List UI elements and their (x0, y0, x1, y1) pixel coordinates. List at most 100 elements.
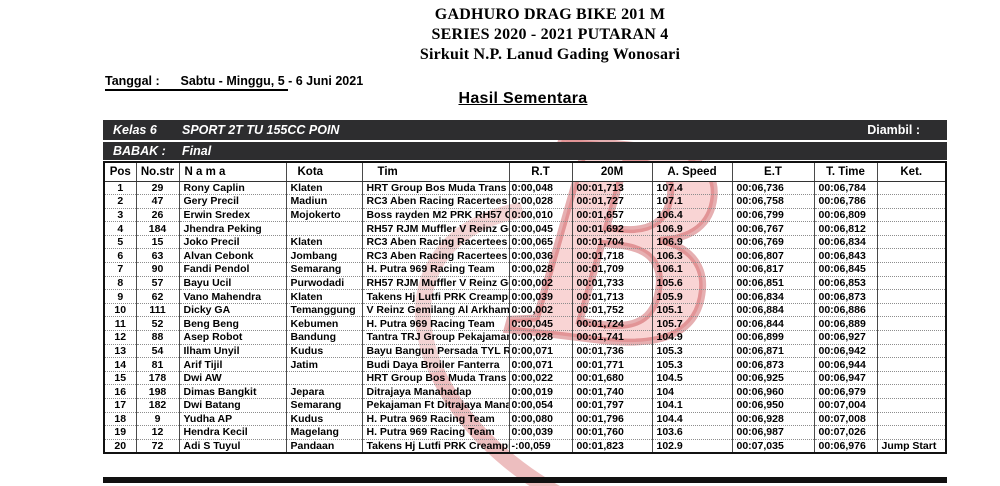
cell-nama: Dwi AW (178, 371, 287, 386)
cell-pos: 16 (103, 384, 137, 399)
cell-pos: 11 (103, 316, 137, 332)
cell-tim: RC3 Aben Racing Racertees Ipone (361, 248, 510, 264)
date-value-rest: - 6 Juni 2021 (288, 74, 364, 88)
diambil-label: Diambil : (867, 123, 920, 137)
cell-aspeed: 106.9 (651, 235, 733, 250)
column-header-tim: Tim (361, 162, 510, 182)
cell-nama: Alvan Cebonk (178, 248, 287, 264)
table-row: 14 81 Arif Tijil Jatim Budi Daya Broiler Fan… (103, 357, 947, 372)
cell-ttime: 00:06,947 (813, 371, 878, 386)
date-underlined: Tanggal : Sabtu - Minggu, 5 (105, 74, 289, 91)
cell-aspeed: 106.3 (651, 248, 733, 264)
cell-aspeed: 105.3 (651, 344, 733, 359)
cell-et: 00:06,834 (731, 289, 815, 304)
cell-ttime: 00:06,889 (813, 316, 878, 332)
cell-et: 00:06,928 (731, 412, 815, 427)
cell-rt: 0:00,036 (508, 248, 573, 264)
cell-ket (876, 262, 947, 277)
table-row: 12 88 Asep Robot Bandung Tantra TRJ Group Pe… (103, 330, 947, 345)
results-table-header: Pos No.str N a m a Kota Tim R.T 20M A. Speed E.T… (103, 162, 947, 182)
cell-ket (876, 276, 947, 291)
cell-ket (876, 181, 947, 196)
cell-m20: 00:01,692 (571, 221, 653, 236)
cell-pos: 3 (103, 208, 137, 223)
cell-tim: RH57 RJM Muffler V Reinz Gemilang (361, 221, 510, 236)
cell-pos: 13 (103, 344, 137, 359)
cell-nama: Bayu Ucil (178, 276, 287, 291)
date-gap (160, 74, 181, 88)
cell-pos: 5 (103, 235, 137, 250)
cell-tim: Pekajaman Ft Ditrajaya Manahadap (361, 398, 510, 413)
cell-pos: 12 (103, 330, 137, 345)
table-row: 11 52 Beng Beng Kebumen H. Putra 969 Racing … (103, 316, 947, 332)
column-header-m20: 20M (571, 162, 653, 182)
cell-m20: 00:01,713 (571, 181, 653, 196)
cell-ket (876, 398, 947, 413)
cell-tim: HRT Group Bos Muda Trans Papua (361, 371, 510, 386)
cell-et: 00:06,871 (731, 344, 815, 359)
cell-kota: Kudus (285, 344, 363, 359)
cell-aspeed: 105.6 (651, 276, 733, 291)
cell-tim: Tantra TRJ Group Pekajaman (361, 330, 510, 345)
cell-m20: 00:01,771 (571, 357, 653, 372)
date-line: Tanggal : Sabtu - Minggu, 5 - 6 Juni 202… (105, 74, 364, 91)
cell-et: 00:06,769 (731, 235, 815, 250)
cell-et: 00:06,767 (731, 221, 815, 236)
cell-nostr: 88 (135, 330, 180, 345)
cell-nama: Dicky GA (178, 303, 287, 318)
cell-tim: Takens Hj Lutfi PRK Creampie (361, 439, 510, 453)
cell-ttime: 00:06,976 (813, 439, 878, 453)
cell-nama: Hendra Kecil (178, 425, 287, 440)
cell-nostr: 111 (135, 303, 180, 318)
cell-ttime: 00:06,812 (813, 221, 878, 236)
cell-aspeed: 105.7 (651, 316, 733, 332)
cell-tim: Ditrajaya Manahadap (361, 384, 510, 399)
cell-nostr: 62 (135, 289, 180, 304)
cell-aspeed: 105.1 (651, 303, 733, 318)
cell-ket (876, 248, 947, 264)
cell-aspeed: 105.3 (651, 357, 733, 372)
cell-nostr: 63 (135, 248, 180, 264)
cell-nama: Jhendra Peking (178, 221, 287, 236)
cell-nostr: 52 (135, 316, 180, 332)
cell-ket (876, 289, 947, 304)
cell-tim: H. Putra 969 Racing Team (361, 316, 510, 332)
cell-nama: Yudha AP (178, 412, 287, 427)
table-row: 20 72 Adi S Tuyul Pandaan Takens Hj Lutfi PR… (103, 439, 947, 453)
cell-rt: -:00,059 (508, 439, 573, 453)
cell-aspeed: 107.1 (651, 194, 733, 209)
cell-nostr: 81 (135, 357, 180, 372)
cell-nama: Ilham Unyil (178, 344, 287, 359)
cell-m20: 00:01,657 (571, 208, 653, 223)
cell-ttime: 00:06,845 (813, 262, 878, 277)
cell-ket (876, 425, 947, 440)
cell-nama: Fandi Pendol (178, 262, 287, 277)
cell-et: 00:06,817 (731, 262, 815, 277)
cell-nama: Beng Beng (178, 316, 287, 332)
cell-ttime: 00:06,927 (813, 330, 878, 345)
table-row: 10 111 Dicky GA Temanggung V Reinz Gemilang … (103, 303, 947, 318)
cell-et: 00:06,851 (731, 276, 815, 291)
cell-ket (876, 412, 947, 427)
table-row: 18 9 Yudha AP Kudus H. Putra 969 Racing Team… (103, 412, 947, 427)
table-row: 3 26 Erwin Sredex Mojokerto Boss rayden M2 P… (103, 208, 947, 223)
column-header-et: E.T (731, 162, 815, 182)
cell-tim: H. Putra 969 Racing Team (361, 412, 510, 427)
cell-rt: 0:00,054 (508, 398, 573, 413)
cell-kota: Semarang (285, 262, 363, 277)
cell-kota: Semarang (285, 398, 363, 413)
cell-et: 00:07,035 (731, 439, 815, 453)
cell-et: 00:06,899 (731, 330, 815, 345)
page-title: Hasil Sementara (458, 90, 588, 107)
cell-m20: 00:01,680 (571, 371, 653, 386)
cell-kota: Pandaan (285, 439, 363, 453)
table-row: 5 15 Joko Precil Klaten RC3 Aben Racing Race… (103, 235, 947, 250)
cell-aspeed: 104.5 (651, 371, 733, 386)
cell-ket (876, 316, 947, 332)
cell-aspeed: 102.9 (651, 439, 733, 453)
column-header-ket: Ket. (876, 162, 947, 182)
kelas-label: Kelas 6 (113, 123, 157, 137)
cell-et: 00:06,950 (731, 398, 815, 413)
cell-pos: 7 (103, 262, 137, 277)
cell-aspeed: 106.9 (651, 221, 733, 236)
